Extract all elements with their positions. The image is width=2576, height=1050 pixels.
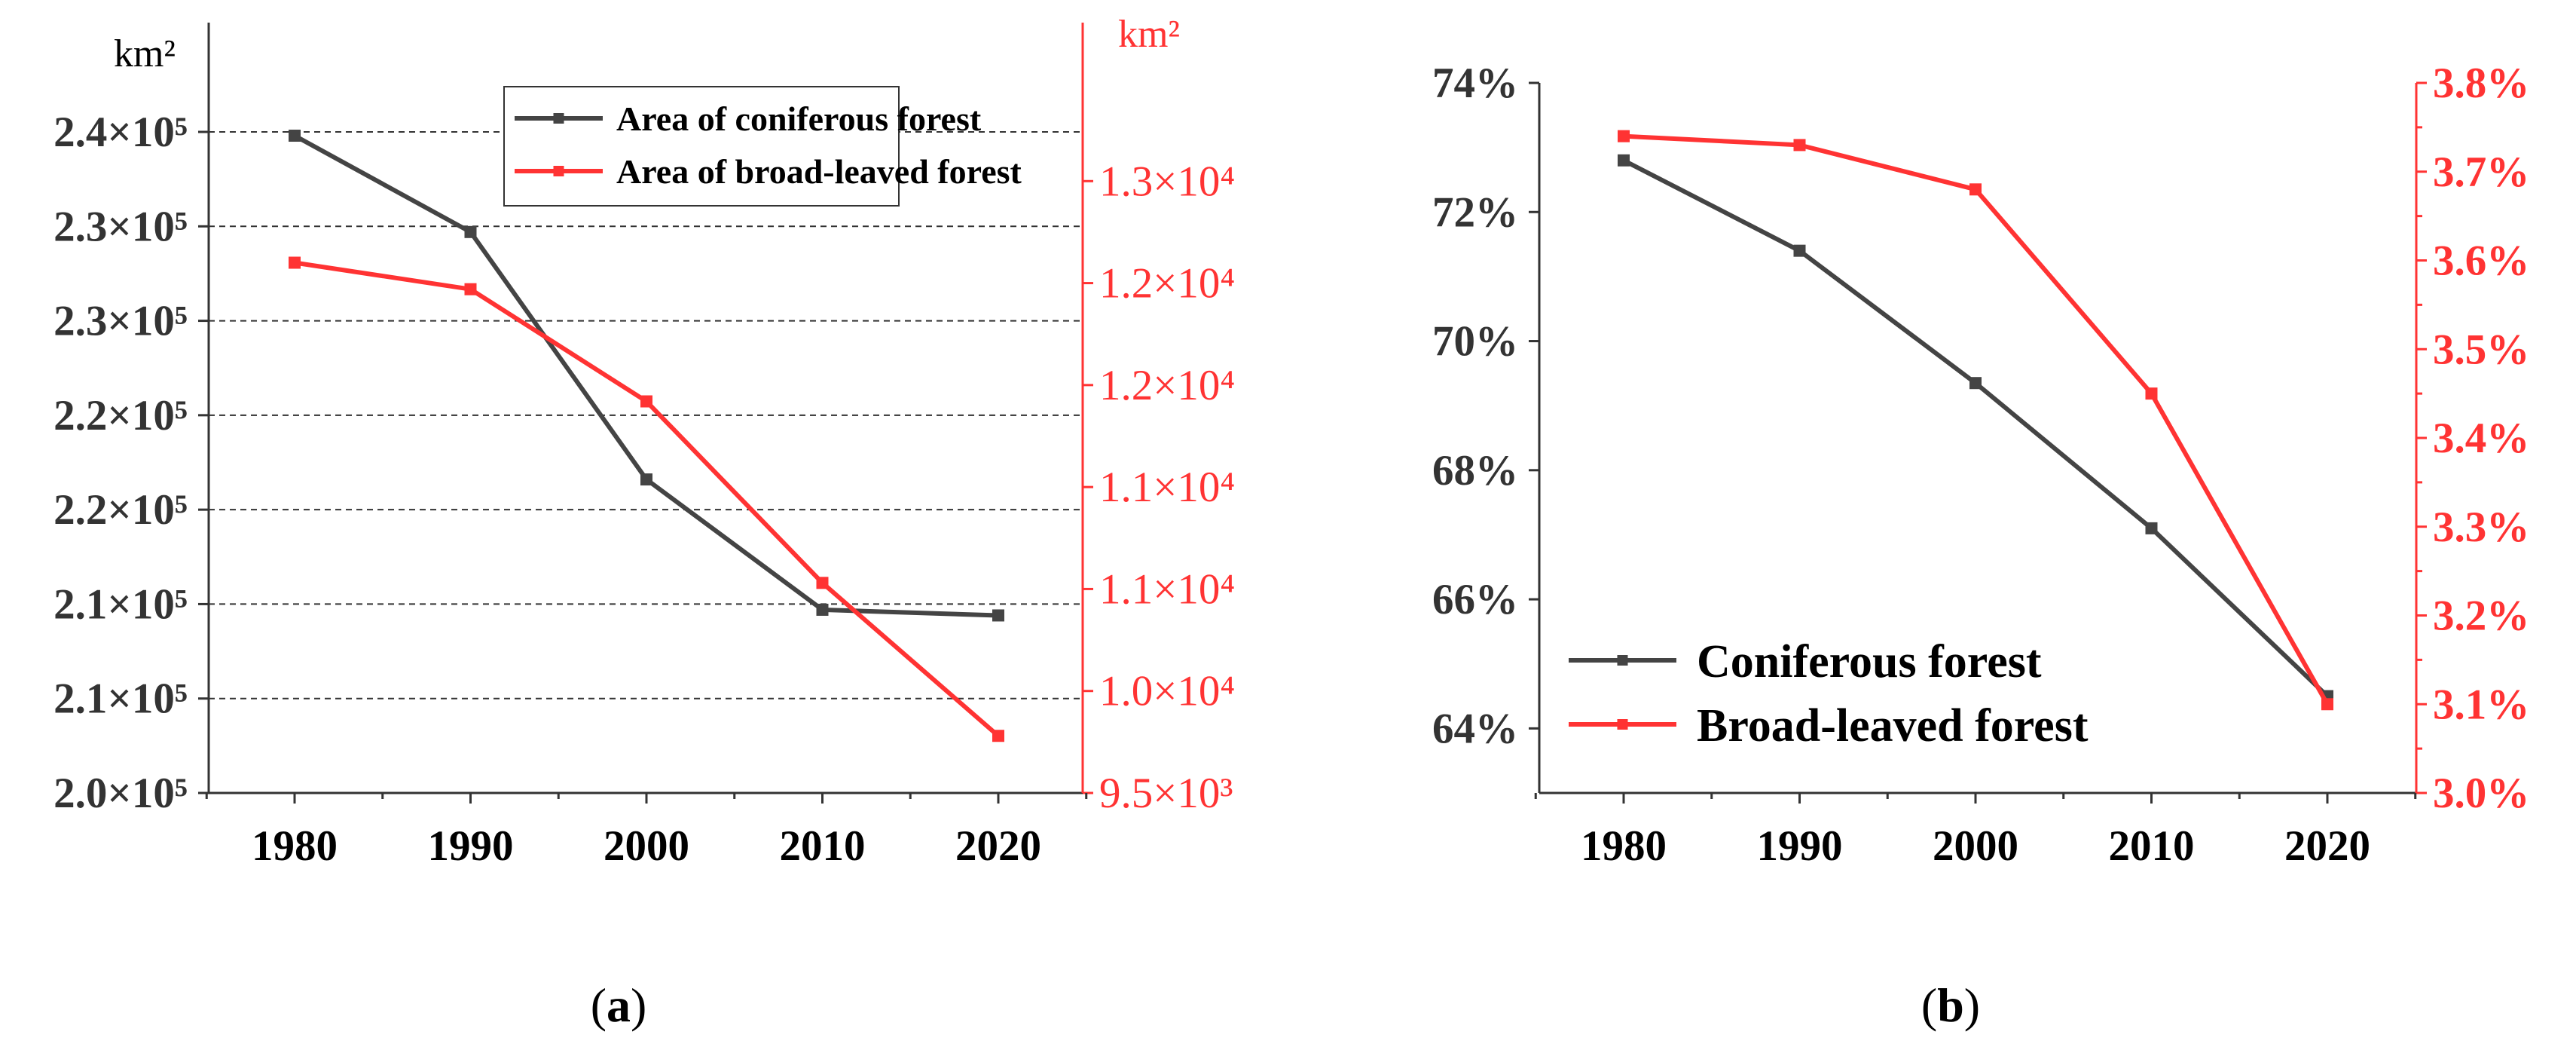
legend-swatch-marker xyxy=(553,113,564,124)
left-tick-label: 2.0×10⁵ xyxy=(53,770,188,817)
x-tick-label: 2000 xyxy=(1933,822,2018,870)
panel-label: (b) xyxy=(1921,978,1980,1032)
x-tick-label: 2020 xyxy=(2284,822,2370,870)
data-point xyxy=(816,577,829,589)
data-point xyxy=(640,395,652,408)
data-point xyxy=(1618,154,1630,167)
data-point xyxy=(992,609,1004,622)
right-tick-label: 1.3×10⁴ xyxy=(1099,158,1235,205)
data-point xyxy=(1969,183,1982,196)
legend-label: Coniferous forest xyxy=(1697,636,2042,687)
data-point xyxy=(1793,139,1806,152)
left-tick-label: 2.3×10⁵ xyxy=(53,203,188,250)
left-tick-label: 2.4×10⁵ xyxy=(53,109,188,156)
x-tick-label: 1990 xyxy=(428,822,514,870)
data-point xyxy=(992,730,1004,742)
right-tick-label: 3.2% xyxy=(2433,592,2529,640)
right-tick-label: 3.8% xyxy=(2433,60,2529,107)
legend-swatch-marker xyxy=(553,166,564,176)
data-point xyxy=(464,283,477,295)
right-tick-label: 1.1×10⁴ xyxy=(1099,565,1235,613)
legend-label: Area of broad-leaved forest xyxy=(616,152,1022,191)
legend-label: Broad-leaved forest xyxy=(1697,700,2089,752)
panel-a-chart: 2.0×10⁵ 2.1×10⁵ 2.1×10⁵ 2.2×10⁵ 2.2×10⁵ 2.3×1… xyxy=(53,13,1235,1032)
data-point xyxy=(640,473,652,486)
right-axis-unit: km² xyxy=(1118,13,1180,56)
x-tick-label: 2010 xyxy=(780,822,866,870)
left-tick-label: 74% xyxy=(1432,60,1518,107)
x-tick-label: 2000 xyxy=(604,822,689,870)
left-tick-label: 2.1×10⁵ xyxy=(53,580,188,628)
data-point xyxy=(1969,377,1982,390)
panel-b-chart: 64% 66% 68% 70% 72% 74% 3.0% 3.1% 3.2% 3.3% 3.4% 3.… xyxy=(1432,60,2529,1032)
x-tick-label: 1990 xyxy=(1757,822,1843,870)
legend-label: Area of coniferous forest xyxy=(616,99,982,138)
legend-box xyxy=(503,86,900,207)
x-tick-label: 2020 xyxy=(955,822,1041,870)
series-line-broad-leaved xyxy=(1623,133,2330,706)
data-point xyxy=(289,256,301,269)
series-line-coniferous xyxy=(293,133,999,618)
data-point xyxy=(1793,244,1806,257)
left-tick-label: 72% xyxy=(1432,188,1518,236)
right-tick-label: 3.5% xyxy=(2433,326,2529,373)
left-tick-label: 2.2×10⁵ xyxy=(53,486,188,534)
legend-swatch-marker xyxy=(1617,719,1628,730)
right-tick-label: 3.1% xyxy=(2433,681,2529,728)
left-tick-label: 2.2×10⁵ xyxy=(53,392,188,439)
right-tick-label: 1.2×10⁴ xyxy=(1099,260,1235,308)
data-point xyxy=(2145,387,2158,400)
right-tick-label: 3.4% xyxy=(2433,415,2529,462)
right-tick-label: 3.3% xyxy=(2433,504,2529,551)
series-line-coniferous xyxy=(1622,158,2330,698)
x-tick-label: 2010 xyxy=(2109,822,2195,870)
right-tick-label: 9.5×10³ xyxy=(1099,770,1233,817)
left-tick-label: 68% xyxy=(1432,447,1518,494)
left-tick-label: 66% xyxy=(1432,576,1518,623)
data-point xyxy=(1618,130,1630,142)
panel-label: (a) xyxy=(591,978,647,1032)
x-tick-label: 1980 xyxy=(252,822,338,870)
series-line-broad-leaved xyxy=(294,260,1000,738)
data-point xyxy=(2321,698,2333,711)
data-point xyxy=(464,225,477,238)
right-tick-label: 3.7% xyxy=(2433,148,2529,196)
data-point xyxy=(2145,522,2158,534)
left-tick-label: 2.1×10⁵ xyxy=(53,675,188,723)
data-point xyxy=(816,603,829,616)
data-point xyxy=(289,130,301,142)
right-tick-label: 3.6% xyxy=(2433,237,2529,285)
left-tick-label: 64% xyxy=(1432,705,1518,752)
right-tick-label: 1.2×10⁴ xyxy=(1099,362,1235,409)
left-tick-label: 70% xyxy=(1432,318,1518,366)
x-tick-label: 1980 xyxy=(1581,822,1667,870)
right-tick-label: 1.1×10⁴ xyxy=(1099,464,1235,511)
legend-swatch-marker xyxy=(1617,655,1628,666)
left-axis-unit: km² xyxy=(114,32,176,75)
right-tick-label: 3.0% xyxy=(2433,770,2529,817)
left-tick-label: 2.3×10⁵ xyxy=(53,298,188,345)
right-tick-label: 1.0×10⁴ xyxy=(1099,668,1235,715)
